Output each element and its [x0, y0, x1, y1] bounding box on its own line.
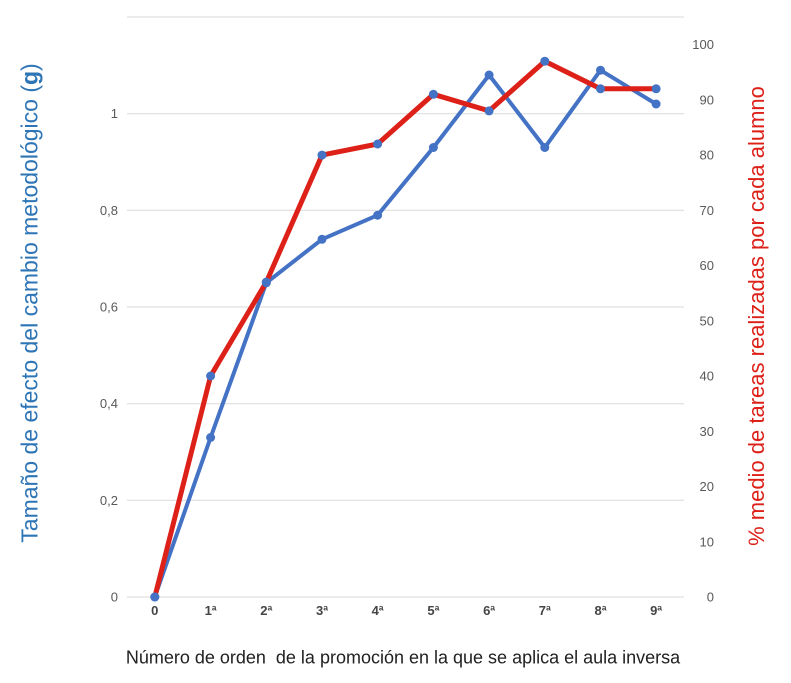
x-axis-category-label: 5ª	[427, 603, 439, 618]
effect-size-g-line	[152, 68, 659, 599]
left-axis-title: Tamaño de efecto del cambio metodológico…	[17, 63, 44, 542]
x-axis-category-label: 9ª	[650, 603, 662, 618]
right-axis-tick-label: 50	[700, 313, 714, 328]
pct-tareas-realizadas-marker	[596, 84, 605, 94]
left-axis-tick-label: 0,4	[100, 396, 118, 411]
x-axis-category-label: 0	[151, 603, 158, 618]
left-axis-tick-label: 0,8	[100, 203, 118, 218]
pct-tareas-realizadas-marker	[206, 371, 216, 381]
x-axis-category-label: 7ª	[539, 603, 551, 618]
pct-tareas-realizadas-marker	[540, 56, 550, 66]
pct-tareas-realizadas-marker	[428, 89, 438, 99]
effect-size-g-marker	[596, 65, 605, 75]
right-axis-tick-label: 20	[700, 479, 714, 494]
effect-size-g-marker	[373, 210, 383, 220]
left-axis-tick-label: 0,2	[100, 493, 118, 508]
right-axis-tick-label: 10	[700, 534, 714, 549]
left-axis-tick-label: 0	[111, 590, 118, 605]
left-axis-title-g: g	[16, 70, 43, 86]
x-axis-category-label: 4ª	[372, 603, 384, 618]
pct-tareas-realizadas-marker	[317, 150, 327, 160]
pct-tareas-realizadas-marker	[261, 277, 271, 287]
x-axis-category-label: 2ª	[260, 603, 272, 618]
right-axis-tick-label: 90	[700, 92, 714, 107]
effect-size-g-marker	[540, 143, 550, 152]
x-axis-title: Número de orden de la promoción en la qu…	[125, 647, 681, 668]
x-axis-category-label: 8ª	[594, 603, 606, 618]
right-axis-title: % medio de tareas realizadas por cada al…	[744, 86, 769, 546]
effect-size-g-marker	[484, 70, 494, 80]
right-axis-tick-label: 40	[700, 369, 714, 384]
right-axis-tick-label: 60	[700, 258, 714, 273]
pct-tareas-realizadas-line	[152, 58, 659, 600]
x-axis-category-label: 3ª	[316, 603, 328, 618]
pct-tareas-realizadas-marker	[150, 592, 160, 602]
x-axis-category-label: 1ª	[205, 603, 217, 618]
pct-tareas-realizadas-marker	[651, 84, 661, 94]
left-axis-title-close-paren: )	[16, 63, 43, 71]
effect-size-g-marker	[206, 433, 216, 442]
left-axis-title-text: Tamaño de efecto del cambio metodológico…	[16, 85, 43, 543]
right-axis-tick-label: 80	[700, 148, 714, 163]
pct-tareas-realizadas-marker	[373, 139, 383, 149]
right-axis-tick-label: 30	[700, 424, 714, 439]
right-axis-tick-label: 70	[700, 203, 714, 218]
left-axis-tick-label: 1	[111, 106, 118, 121]
x-axis-category-label: 6ª	[483, 603, 495, 618]
left-axis-tick-label: 0,6	[100, 300, 118, 315]
right-axis-tick-label: 0	[707, 590, 714, 605]
right-axis-tick-label: 100	[692, 37, 714, 52]
effect-size-g-marker	[651, 99, 661, 109]
effect-size-g-marker	[428, 143, 438, 152]
pct-tareas-realizadas-marker	[484, 106, 494, 116]
effect-size-g-marker	[317, 234, 327, 244]
